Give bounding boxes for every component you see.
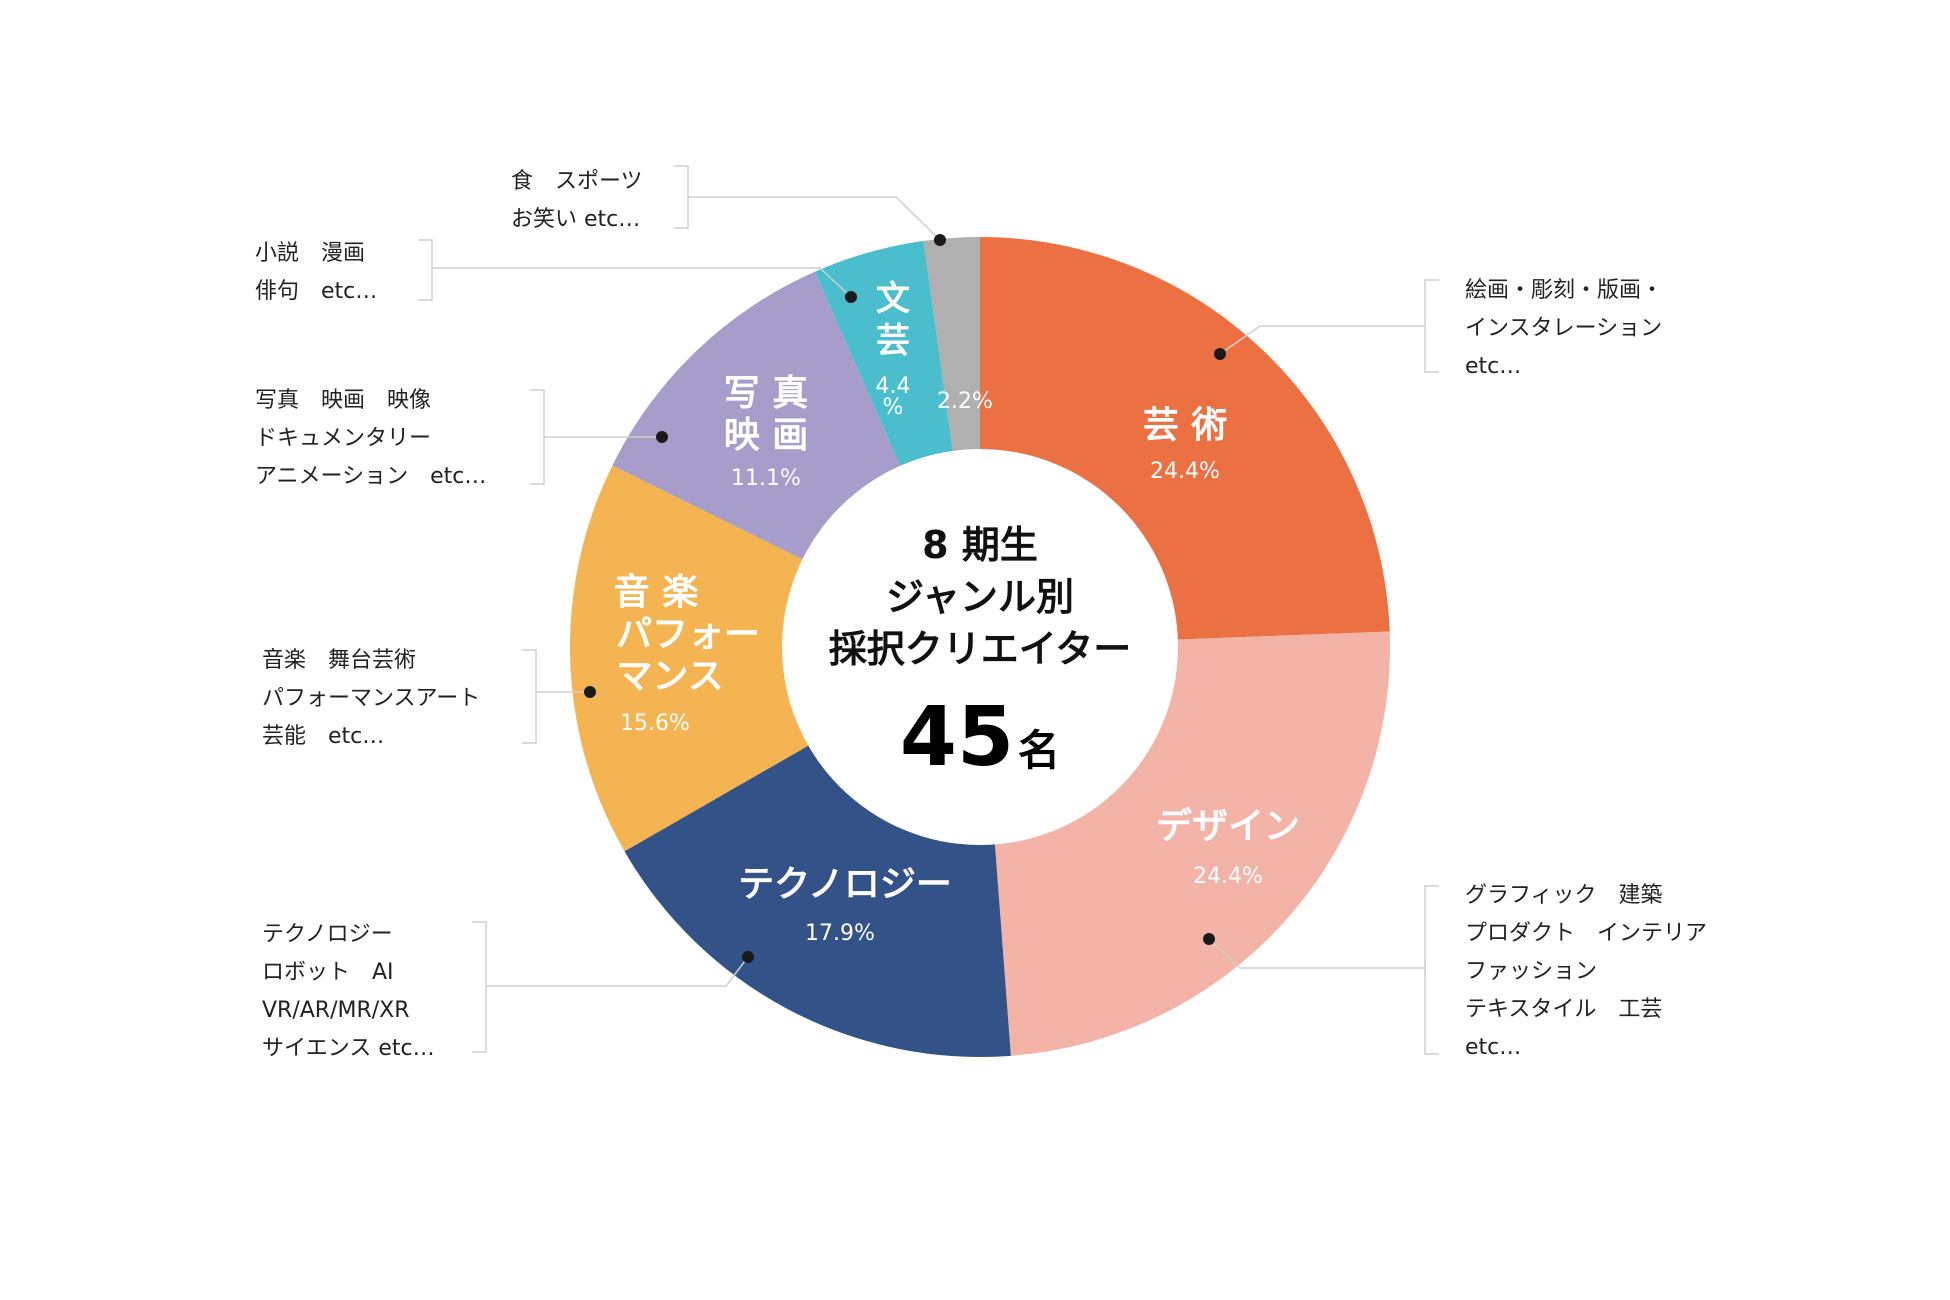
leader-bracket-5 bbox=[530, 389, 545, 485]
slice-1-percent: 24.4% bbox=[1150, 459, 1220, 484]
leader-dot-4 bbox=[584, 686, 596, 698]
leader-dot-7 bbox=[934, 234, 946, 246]
annotation-2-line-4: テキスタイル 工芸 bbox=[1465, 997, 1662, 1022]
slice-6-name-line-1: 文 bbox=[876, 279, 910, 319]
annotation-1-line-2: インスタレーション bbox=[1465, 316, 1662, 341]
annotation-5-line-1: 写真 映画 映像 bbox=[255, 388, 431, 413]
slice-6-percent-line-1: 4.4 bbox=[876, 374, 911, 399]
annotation-6-line-1: 小説 漫画 bbox=[255, 241, 365, 266]
center-total-unit: 名 bbox=[1018, 726, 1060, 775]
slice-3-name-line-1: テクノロジー bbox=[738, 864, 952, 905]
annotation-1-line-1: 絵画・彫刻・版画・ bbox=[1465, 278, 1663, 303]
leader-bracket-1 bbox=[1424, 279, 1439, 373]
annotation-4-line-1: 音楽 舞台芸術 bbox=[262, 648, 416, 673]
leader-bracket-3 bbox=[472, 921, 487, 1053]
annotation-6-line-2: 俳句 etc… bbox=[255, 279, 377, 304]
leader-dot-6 bbox=[845, 291, 857, 303]
slice-4-name-line-1: 音 楽 bbox=[614, 572, 699, 613]
slice-7-percent: 2.2% bbox=[937, 389, 993, 414]
leader-dot-3 bbox=[742, 951, 754, 963]
slice-5-name-line-2: 映 画 bbox=[724, 415, 809, 456]
leader-bracket-4 bbox=[522, 649, 537, 744]
slice-2-name-line-1: デザイン bbox=[1156, 805, 1300, 847]
annotation-7-line-1: 食 スポーツ bbox=[511, 169, 643, 194]
center-title-line-2: ジャンル別 bbox=[886, 575, 1074, 619]
leader-bracket-6 bbox=[418, 239, 433, 301]
slice-2-percent: 24.4% bbox=[1193, 864, 1263, 889]
slice-4-percent: 15.6% bbox=[620, 711, 690, 736]
annotation-5-line-2: ドキュメンタリー bbox=[255, 426, 431, 451]
leader-dot-1 bbox=[1214, 348, 1226, 360]
annotation-3-line-4: サイエンス etc… bbox=[262, 1036, 435, 1061]
center-title-line-3: 採択クリエイター bbox=[829, 627, 1131, 671]
annotation-3-line-1: テクノロジー bbox=[262, 922, 393, 947]
slice-6-name-line-2: 芸 bbox=[876, 321, 910, 361]
chart-center: 8 期生 ジャンル別 採択クリエイター 45名 bbox=[782, 449, 1178, 845]
annotation-3-line-3: VR/AR/MR/XR bbox=[262, 998, 410, 1023]
annotation-leaders bbox=[418, 165, 1439, 1055]
annotation-2-line-5: etc… bbox=[1465, 1035, 1521, 1060]
leader-bracket-2 bbox=[1424, 885, 1439, 1055]
center-hole bbox=[782, 449, 1178, 845]
center-total: 45名 bbox=[900, 690, 1060, 785]
slice-5-name-line-1: 写 真 bbox=[724, 373, 809, 414]
annotation-1-line-3: etc… bbox=[1465, 354, 1521, 379]
slice-4-name-line-3: マンス bbox=[616, 656, 723, 697]
leader-dot-5 bbox=[656, 431, 668, 443]
slice-6-percent-line-2: % bbox=[883, 395, 904, 420]
leader-dot-2 bbox=[1203, 933, 1215, 945]
leader-line-1 bbox=[1219, 325, 1425, 355]
slice-4-name-line-2: パフォー bbox=[616, 614, 760, 655]
center-total-value: 45 bbox=[900, 690, 1014, 785]
leader-line-3 bbox=[486, 956, 749, 987]
slice-4 bbox=[570, 465, 980, 852]
center-title-line-1: 8 期生 bbox=[922, 523, 1038, 567]
annotation-4-line-2: パフォーマンスアート bbox=[262, 686, 480, 711]
leader-line-6 bbox=[432, 267, 852, 298]
leader-bracket-7 bbox=[674, 165, 689, 229]
leader-line-7 bbox=[688, 196, 941, 241]
slice-3-percent: 17.9% bbox=[805, 921, 875, 946]
annotation-5-line-3: アニメーション etc… bbox=[255, 464, 486, 489]
annotation-4-line-3: 芸能 etc… bbox=[262, 724, 384, 749]
annotation-2-line-1: グラフィック 建築 bbox=[1465, 883, 1663, 908]
annotation-2-line-3: ファッション bbox=[1465, 959, 1597, 984]
slice-1-name-line-1: 芸 術 bbox=[1143, 405, 1228, 446]
annotation-7-line-2: お笑い etc… bbox=[511, 207, 640, 232]
annotation-2-line-2: プロダクト インテリア bbox=[1465, 921, 1707, 946]
annotation-3-line-2: ロボット AI bbox=[262, 960, 394, 985]
slice-5-percent: 11.1% bbox=[731, 466, 801, 491]
leader-line-2 bbox=[1208, 938, 1425, 969]
